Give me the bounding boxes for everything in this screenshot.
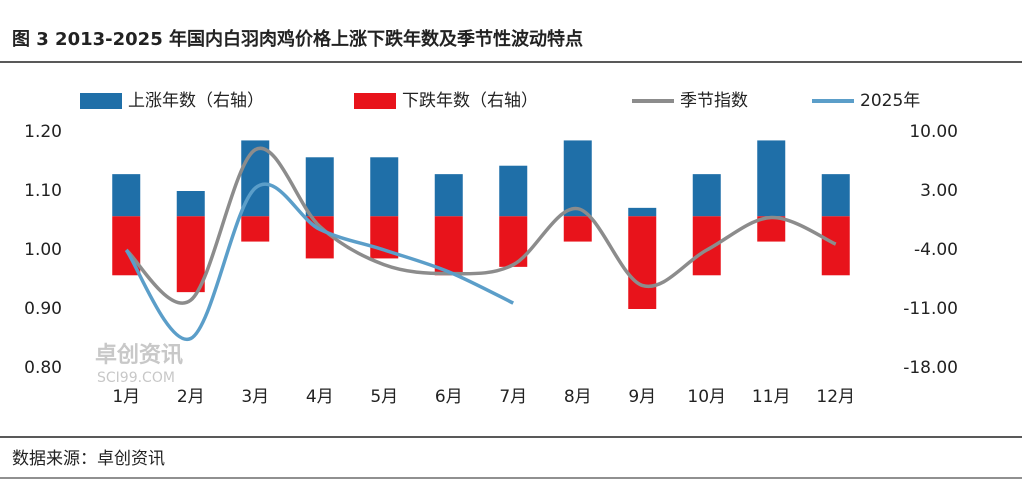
x-tick-label: 2月 (177, 387, 205, 407)
bar (563, 216, 592, 242)
x-tick-label: 4月 (306, 387, 334, 407)
legend-swatch (80, 93, 122, 109)
watermark: 卓创资讯 (95, 343, 183, 368)
bar (112, 174, 141, 217)
bar (434, 174, 463, 217)
legend-swatch (354, 93, 396, 109)
x-tick-label: 9月 (628, 387, 656, 407)
line (125, 146, 837, 305)
bar (176, 191, 205, 217)
bar (821, 216, 850, 276)
x-tick-label: 6月 (435, 387, 463, 407)
x-tick-label: 3月 (241, 387, 269, 407)
x-tick-label: 1月 (112, 387, 140, 407)
y2-tick-label: -11.00 (903, 299, 958, 319)
bar (628, 207, 657, 217)
y2-tick-label: -4.00 (914, 240, 958, 260)
y-tick-label: 1.00 (24, 240, 62, 260)
legend-label: 上涨年数（右轴） (128, 91, 264, 111)
line (124, 182, 515, 341)
bar (499, 165, 528, 217)
y-tick-label: 0.90 (24, 299, 62, 319)
legend-label: 2025年 (860, 91, 920, 111)
source: 数据来源：卓创资讯 (12, 449, 165, 469)
y-tick-label: 1.20 (24, 122, 62, 142)
x-tick-label: 7月 (499, 387, 527, 407)
x-tick-label: 8月 (564, 387, 592, 407)
bar (176, 216, 205, 293)
bar (305, 157, 334, 217)
x-tick-label: 5月 (370, 387, 398, 407)
y2-tick-label: -18.00 (903, 358, 958, 378)
x-tick-label: 12月 (816, 387, 855, 407)
bar (434, 216, 463, 276)
chart-title: 图 3 2013-2025 年国内白羽肉鸡价格上涨下跌年数及季节性波动特点 (12, 28, 583, 50)
watermark: SCI99.COM (97, 370, 175, 386)
y-tick-label: 1.10 (24, 181, 62, 201)
x-tick-label: 11月 (752, 387, 791, 407)
bar (821, 174, 850, 217)
bar (692, 174, 721, 217)
bar (757, 140, 786, 217)
y2-tick-label: 10.00 (909, 122, 958, 142)
y-tick-label: 0.80 (24, 358, 62, 378)
x-tick-label: 10月 (687, 387, 726, 407)
bar (241, 216, 270, 242)
legend-label: 季节指数 (680, 91, 748, 111)
y2-tick-label: 3.00 (920, 181, 958, 201)
bar (370, 157, 399, 217)
bar (563, 140, 592, 217)
legend-label: 下跌年数（右轴） (402, 91, 538, 111)
bar (628, 216, 657, 309)
